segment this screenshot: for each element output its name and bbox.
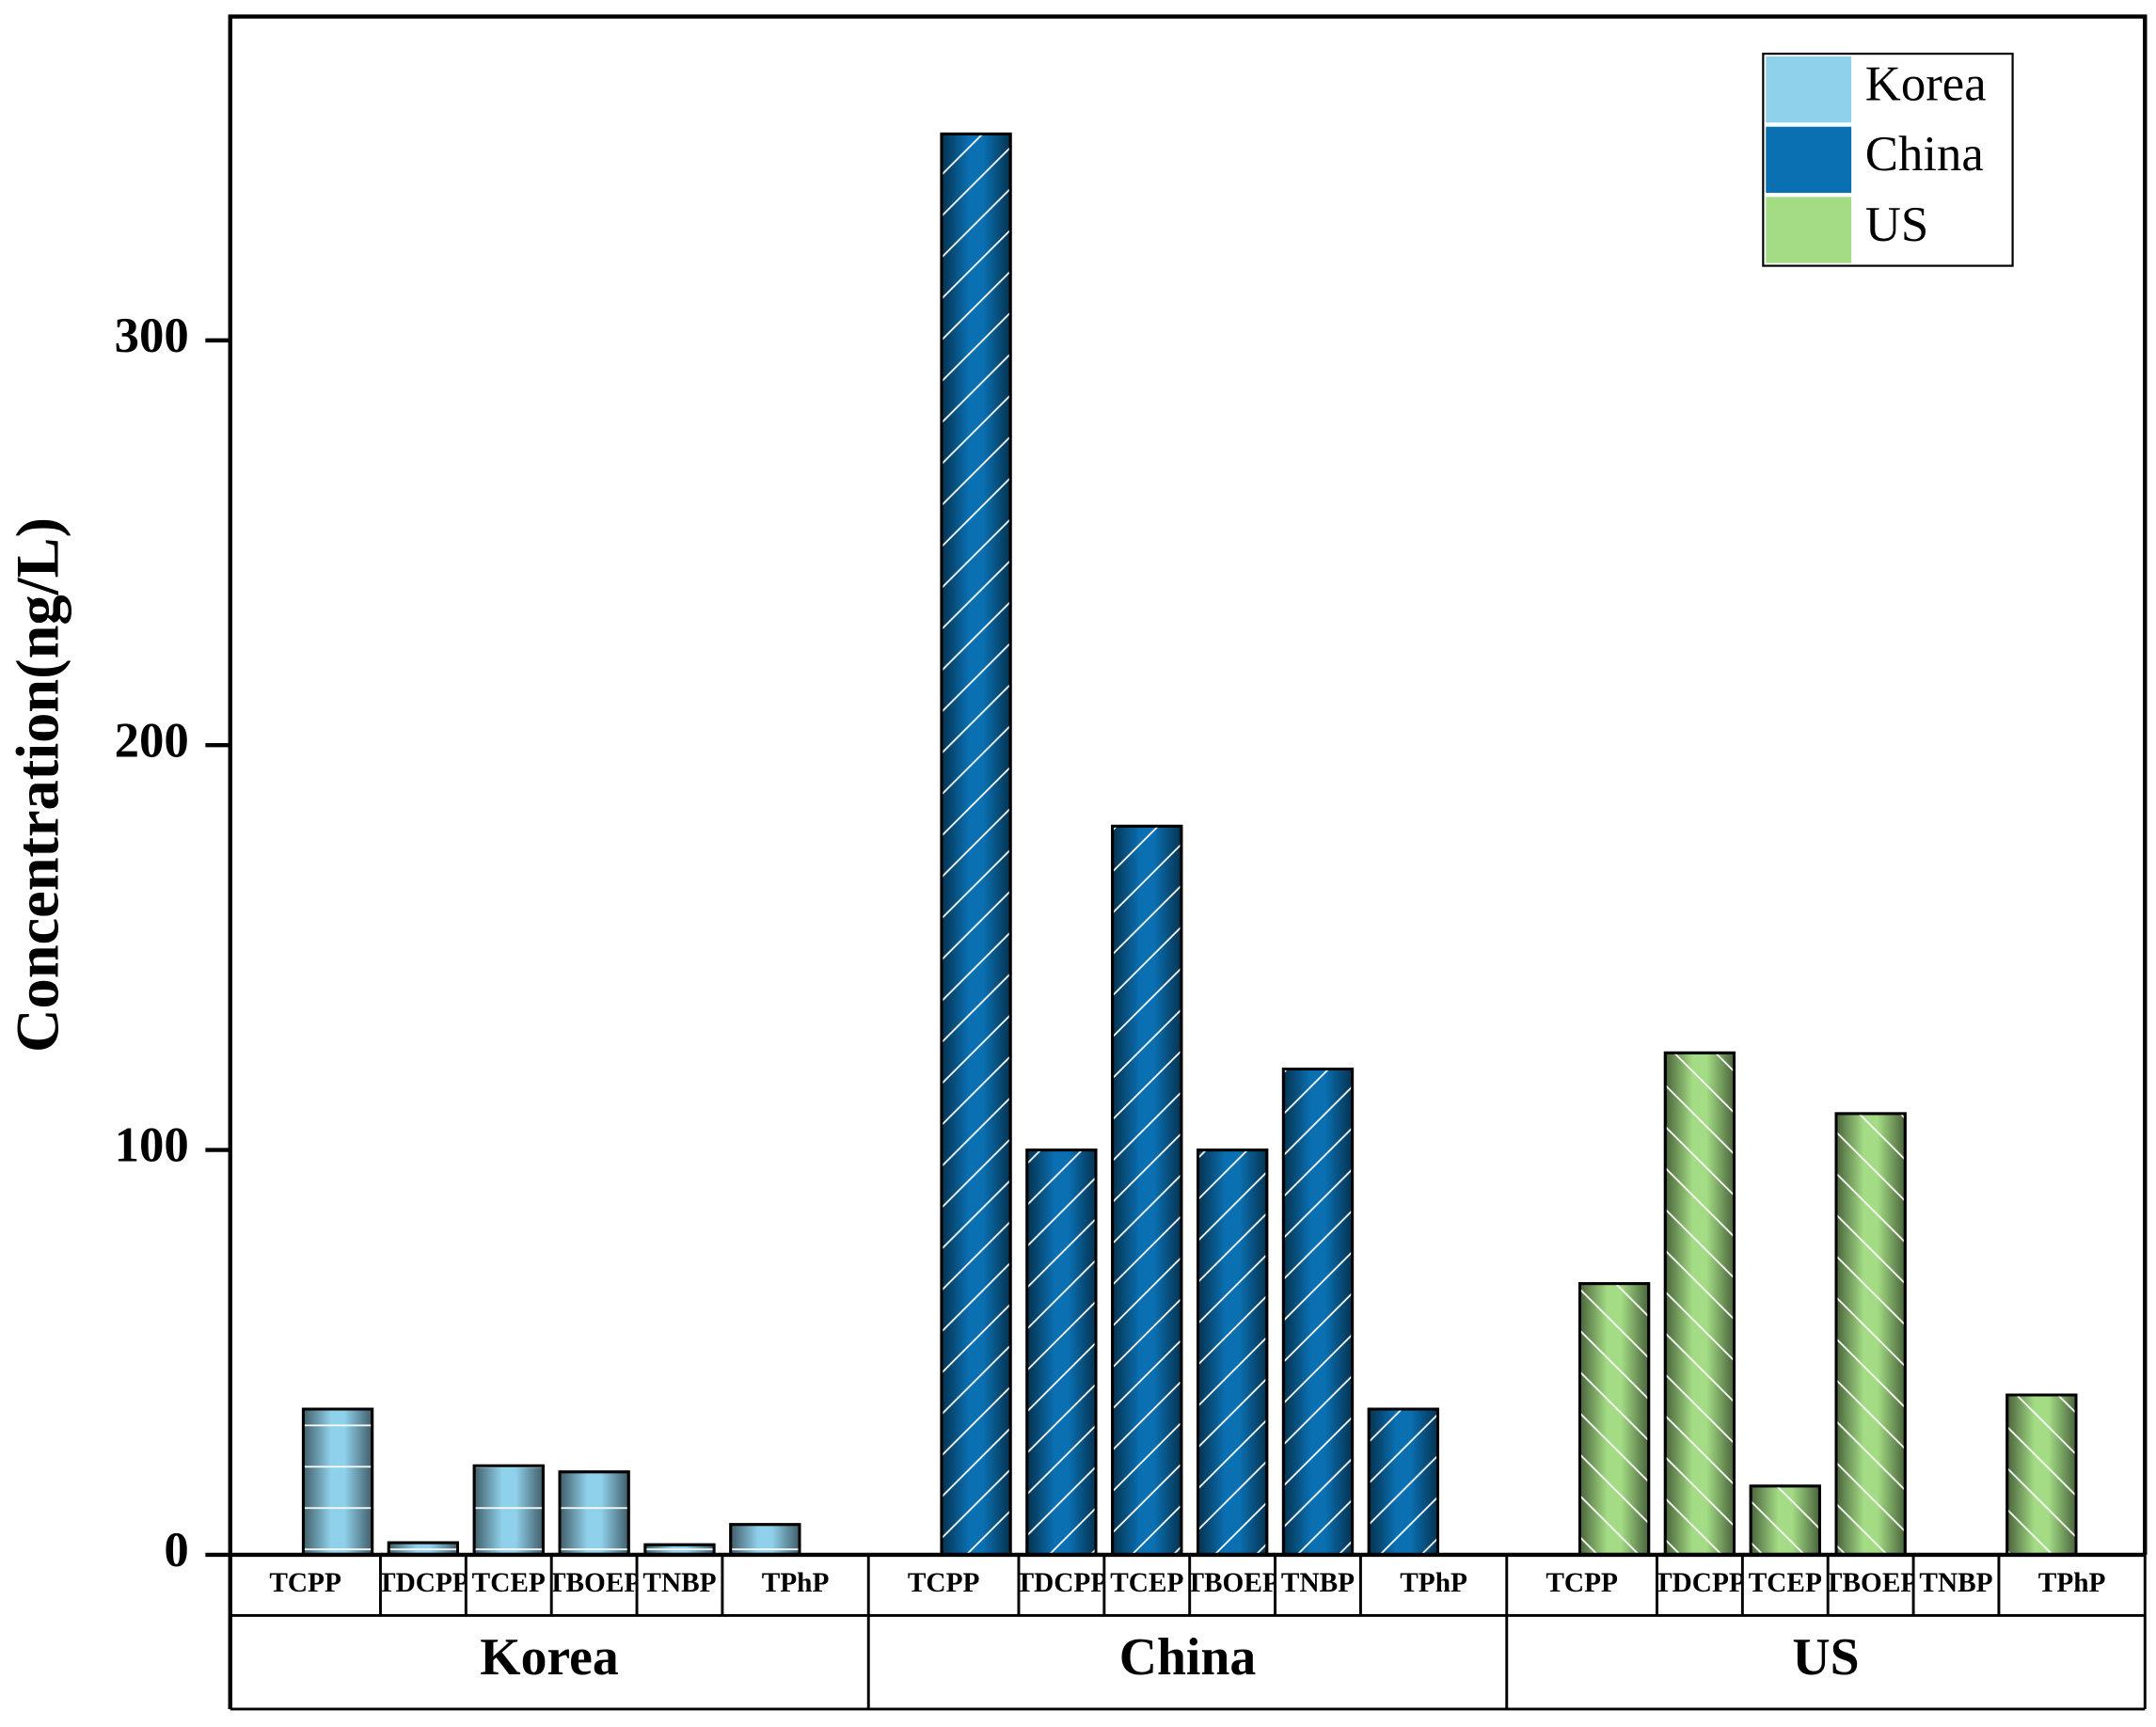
legend-label: Korea <box>1865 57 1987 112</box>
plot-frame <box>228 14 2148 1709</box>
y-tick-label: 100 <box>115 1118 189 1173</box>
category-label: TBOEP <box>1824 1568 1917 1598</box>
legend-label: China <box>1865 127 1984 182</box>
y-tick-label: 0 <box>164 1523 188 1577</box>
y-tick-label: 300 <box>115 309 189 363</box>
category-label: TCEP <box>1749 1568 1822 1598</box>
category-label: TDCPP <box>377 1568 469 1598</box>
category-label: TPhP <box>1400 1568 1467 1598</box>
bar <box>472 1464 545 1557</box>
legend-swatch <box>1766 197 1852 263</box>
y-axis-label: Concentration(ng/L) <box>5 517 71 1053</box>
category-label: TNBP <box>1919 1568 1992 1598</box>
bar <box>1197 1149 1269 1557</box>
category-label: TCEP <box>1110 1568 1183 1598</box>
bar <box>1367 1407 1439 1557</box>
category-label: TDCPP <box>1654 1568 1746 1598</box>
category-label: TNBP <box>642 1568 716 1598</box>
category-label: TBOEP <box>547 1568 641 1598</box>
category-label: TCPP <box>269 1568 341 1598</box>
bar <box>1749 1484 1821 1557</box>
group-label: Korea <box>480 1628 618 1687</box>
bar <box>1834 1112 1907 1557</box>
category-label: TDCPP <box>1016 1568 1108 1598</box>
group-label: China <box>1119 1628 1256 1687</box>
legend-swatch <box>1766 126 1852 193</box>
bar <box>1281 1068 1355 1557</box>
bar <box>940 132 1012 1557</box>
bar <box>558 1470 630 1557</box>
group-label: US <box>1792 1628 1859 1687</box>
y-tick-label: 200 <box>115 713 189 768</box>
bar <box>1025 1149 1098 1557</box>
bar <box>2005 1393 2078 1557</box>
category-label: TCEP <box>472 1568 546 1598</box>
bar <box>1663 1051 1736 1557</box>
category-label: TNBP <box>1281 1568 1355 1598</box>
category-label: TCPP <box>1546 1568 1618 1598</box>
legend-label: US <box>1865 198 1928 252</box>
category-label: TCPP <box>908 1568 980 1598</box>
bar <box>301 1407 374 1557</box>
category-label: TPhP <box>2038 1568 2106 1598</box>
bar <box>1111 824 1183 1557</box>
category-label: TPhP <box>762 1568 830 1598</box>
category-label: TBOEP <box>1185 1568 1278 1598</box>
bar <box>729 1523 801 1557</box>
legend-swatch <box>1766 56 1852 123</box>
bar <box>1577 1282 1651 1557</box>
